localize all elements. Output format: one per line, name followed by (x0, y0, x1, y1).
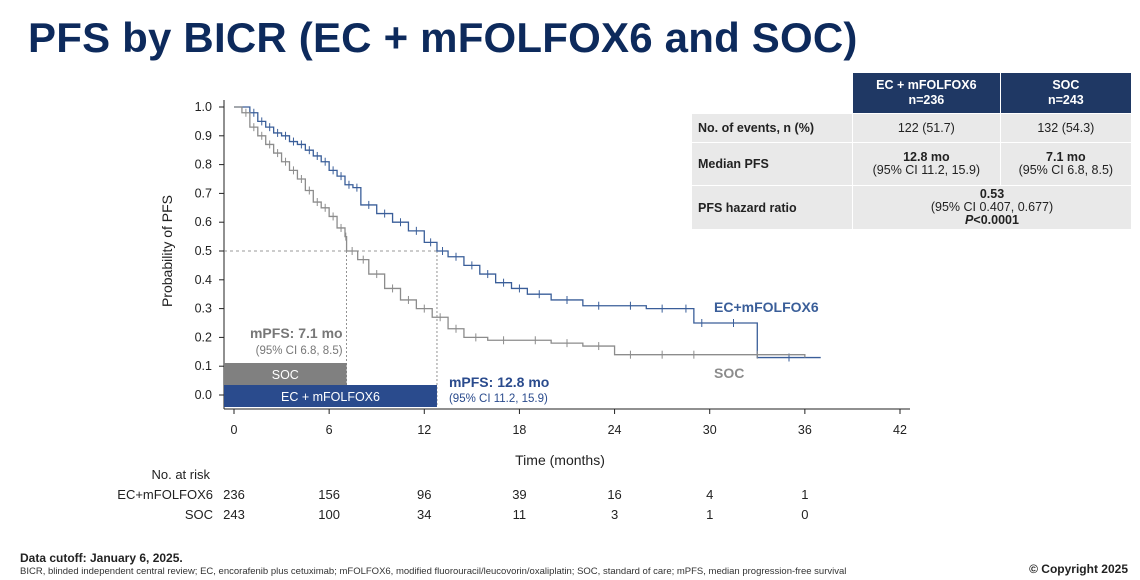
x-tick-label: 42 (893, 423, 907, 437)
copyright: © Copyright 2025 (1029, 562, 1128, 576)
x-tick-label: 18 (512, 423, 526, 437)
risk-count: 0 (801, 507, 809, 522)
row-label-events: No. of events, n (%) (691, 113, 853, 143)
x-tick-label: 12 (417, 423, 431, 437)
header-ec: EC + mFOLFOX6 n=236 (852, 72, 1001, 114)
row-label-median: Median PFS (691, 142, 853, 186)
median-bar-ec (224, 385, 437, 407)
table-corner (691, 72, 853, 114)
risk-count: 100 (318, 507, 340, 522)
y-tick-label: 0.8 (195, 158, 212, 172)
y-tick-label: 0.1 (195, 359, 212, 373)
summary-table: EC + mFOLFOX6 n=236 SOC n=243 No. of event… (691, 72, 1133, 230)
median-ec: 12.8 mo (95% CI 11.2, 15.9) (852, 142, 1001, 186)
risk-count: 39 (512, 487, 527, 502)
y-tick-label: 0.9 (195, 129, 212, 143)
table-row: PFS hazard ratio 0.53 (95% CI 0.407, 0.67… (691, 185, 1132, 230)
row-label-hr: PFS hazard ratio (691, 185, 853, 230)
series-label-ec: EC+mFOLFOX6 (714, 299, 819, 315)
x-tick-label: 0 (231, 423, 238, 437)
median-bar-ec-label: EC + mFOLFOX6 (281, 390, 380, 404)
abbreviations-note: BICR, blinded independent central review… (20, 566, 847, 577)
risk-table-header: No. at risk (151, 467, 210, 482)
risk-count: 156 (318, 487, 340, 502)
risk-count: 16 (607, 487, 622, 502)
median-annotation-soc: mPFS: 7.1 mo (250, 325, 343, 341)
risk-count: 4 (706, 487, 714, 502)
median-bar-soc-label: SOC (272, 368, 299, 382)
page-title: PFS by BICR (EC + mFOLFOX6 and SOC) (28, 14, 858, 61)
table-row: Median PFS 12.8 mo (95% CI 11.2, 15.9) 7.… (691, 142, 1133, 186)
median-ci-soc: (95% CI 6.8, 8.5) (256, 345, 343, 357)
hazard-ratio: 0.53 (95% CI 0.407, 0.677) P<0.0001 (852, 185, 1132, 230)
events-ec: 122 (51.7) (852, 113, 1001, 143)
median-bar-soc (224, 363, 347, 385)
x-tick-label: 6 (326, 423, 333, 437)
risk-row-label: EC+mFOLFOX6 (117, 487, 213, 502)
median-annotation-ec: mPFS: 12.8 mo (449, 374, 549, 390)
risk-count: 96 (417, 487, 432, 502)
km-curve-soc (234, 106, 806, 358)
y-tick-label: 0.6 (195, 215, 212, 229)
y-axis-label: Probability of PFS (159, 195, 175, 307)
y-tick-label: 1.0 (195, 100, 212, 114)
y-tick-label: 0.5 (195, 244, 212, 258)
y-tick-label: 0.4 (195, 273, 212, 287)
risk-count: 243 (223, 507, 245, 522)
risk-count: 3 (610, 507, 619, 522)
median-ci-ec: (95% CI 11.2, 15.9) (449, 393, 548, 405)
risk-count: 1 (801, 487, 809, 502)
median-soc: 7.1 mo (95% CI 6.8, 8.5) (999, 142, 1133, 186)
risk-count: 34 (417, 507, 432, 522)
y-tick-label: 0.0 (195, 388, 212, 402)
y-tick-label: 0.3 (195, 302, 212, 316)
x-tick-label: 24 (608, 423, 622, 437)
x-tick-label: 30 (703, 423, 717, 437)
risk-row-label: SOC (184, 507, 213, 522)
x-axis-label: Time (months) (515, 452, 605, 468)
risk-count: 1 (706, 507, 714, 522)
series-label-soc: SOC (714, 365, 744, 381)
events-soc: 132 (54.3) (999, 113, 1133, 143)
y-tick-label: 0.7 (195, 186, 212, 200)
header-soc: SOC n=243 (999, 72, 1133, 114)
km-curve-ec (234, 106, 821, 359)
risk-count: 236 (223, 487, 245, 502)
table-row: No. of events, n (%) 122 (51.7) 132 (54.… (691, 113, 1133, 143)
x-tick-label: 36 (798, 423, 812, 437)
y-tick-label: 0.2 (195, 330, 212, 344)
risk-count: 11 (512, 507, 527, 522)
data-cutoff: Data cutoff: January 6, 2025. (20, 551, 183, 565)
